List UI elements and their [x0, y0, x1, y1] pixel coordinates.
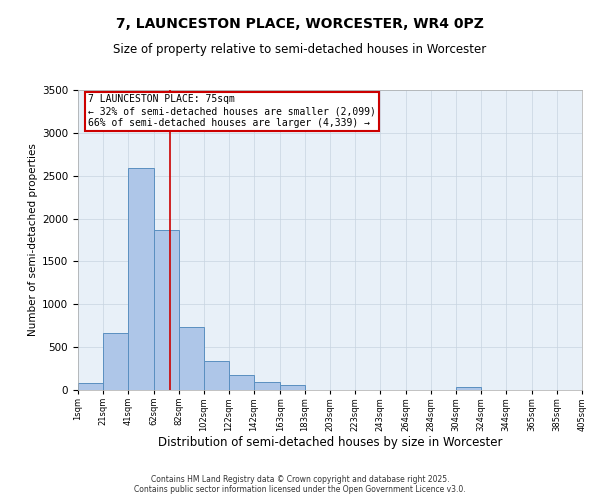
Y-axis label: Number of semi-detached properties: Number of semi-detached properties [28, 144, 38, 336]
Bar [204, 361, 229, 390]
Bar [456, 388, 481, 390]
Bar [78, 383, 103, 390]
Text: 7, LAUNCESTON PLACE, WORCESTER, WR4 0PZ: 7, LAUNCESTON PLACE, WORCESTER, WR4 0PZ [116, 18, 484, 32]
Bar [254, 382, 280, 390]
Bar [179, 328, 204, 390]
Bar [103, 332, 128, 390]
Bar [128, 168, 154, 390]
Bar [280, 385, 305, 390]
Bar [154, 230, 179, 390]
Text: Contains HM Land Registry data © Crown copyright and database right 2025.
Contai: Contains HM Land Registry data © Crown c… [134, 474, 466, 494]
Text: Size of property relative to semi-detached houses in Worcester: Size of property relative to semi-detach… [113, 42, 487, 56]
X-axis label: Distribution of semi-detached houses by size in Worcester: Distribution of semi-detached houses by … [158, 436, 502, 450]
Text: 7 LAUNCESTON PLACE: 75sqm
← 32% of semi-detached houses are smaller (2,099)
66% : 7 LAUNCESTON PLACE: 75sqm ← 32% of semi-… [88, 94, 376, 128]
Bar [229, 376, 254, 390]
